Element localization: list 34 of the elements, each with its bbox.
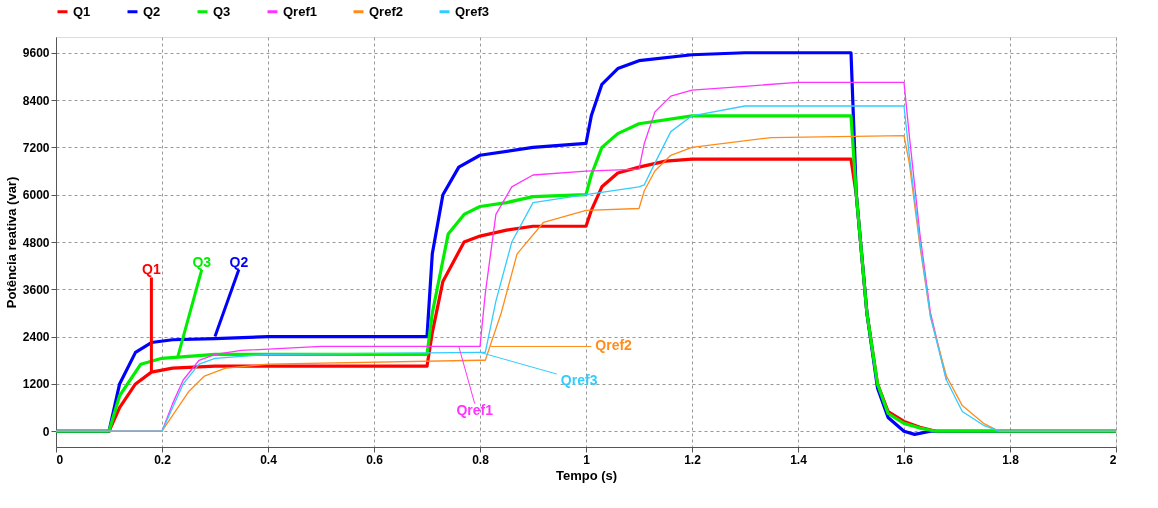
legend-label: Qref2 (369, 3, 403, 19)
x-tick-label: 1.4 (790, 452, 808, 467)
y-tick-label: 6000 (22, 188, 50, 203)
x-tick-label: 1.6 (896, 452, 914, 467)
y-tick-label: 7200 (22, 140, 50, 155)
x-tick-label: 1.8 (1002, 452, 1020, 467)
x-tick-label: 0.8 (472, 452, 490, 467)
legend-label: Qref3 (455, 3, 489, 19)
legend-label: Q1 (73, 3, 91, 19)
y-tick-label: 1200 (22, 377, 50, 392)
annotation: Qref3 (560, 372, 598, 389)
x-tick-label: 0.2 (154, 452, 172, 467)
legend-label: Q2 (143, 3, 161, 19)
y-tick-label: 0 (42, 424, 50, 439)
legend-label: Q3 (213, 3, 231, 19)
y-tick-label: 3600 (22, 282, 50, 297)
x-tick-label: 1.2 (684, 452, 702, 467)
annotation: Qref2 (595, 337, 633, 354)
x-tick-label: 0.4 (260, 452, 278, 467)
y-tick-label: 9600 (22, 46, 50, 61)
y-axis-title: Potência reativa (var) (3, 176, 19, 309)
x-tick-label: 1 (583, 452, 591, 467)
y-tick-label: 2400 (22, 330, 50, 345)
x-tick-label: 0.6 (366, 452, 384, 467)
annotation: Q2 (229, 253, 249, 270)
annotation: Q1 (142, 261, 161, 278)
annotation: Qref1 (456, 401, 494, 418)
x-axis-title: Tempo (s) (555, 467, 618, 483)
legend-label: Qref1 (283, 3, 317, 19)
y-tick-label: 4800 (22, 235, 50, 250)
x-tick-label: 2 (1109, 452, 1117, 467)
y-tick-label: 8400 (22, 93, 50, 108)
annotation: Q3 (192, 253, 212, 270)
x-tick-label: 0 (56, 452, 64, 467)
